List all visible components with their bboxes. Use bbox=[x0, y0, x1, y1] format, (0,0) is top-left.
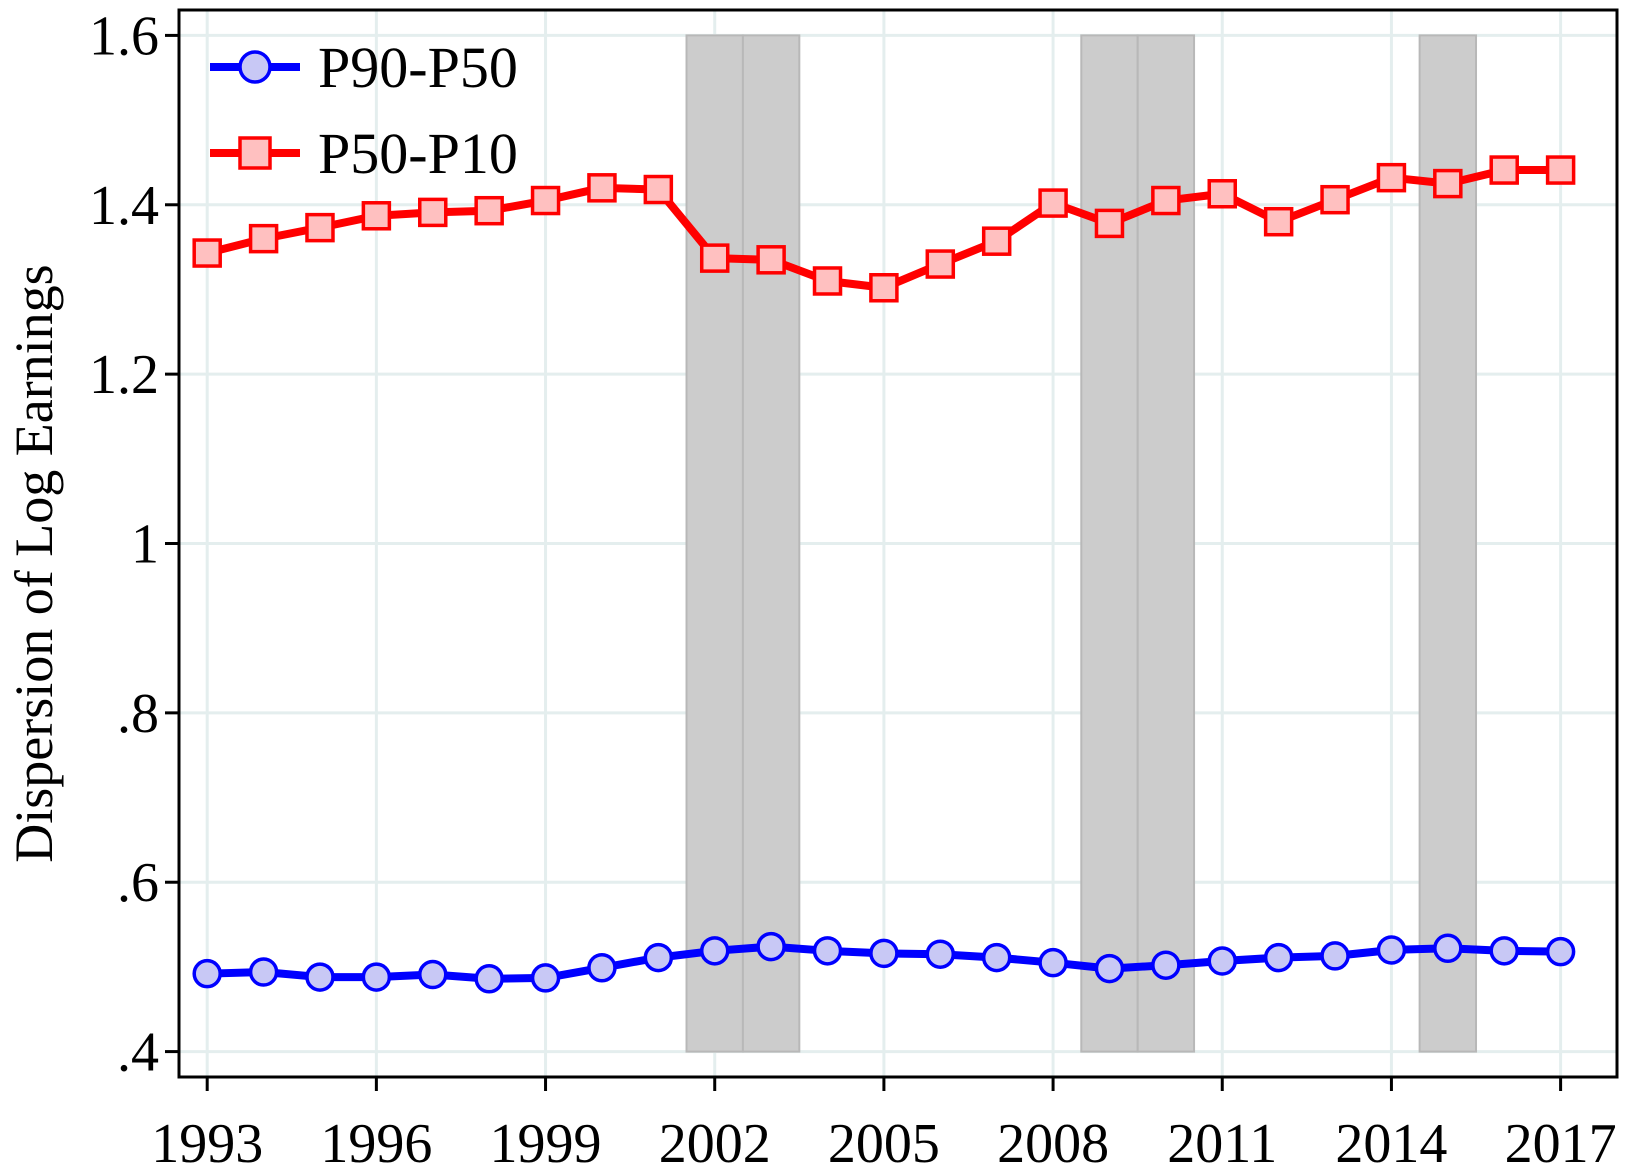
data-point bbox=[248, 957, 279, 987]
shaded-region-2 bbox=[741, 34, 801, 1053]
data-point bbox=[1320, 184, 1350, 215]
y-tick-label: 1 bbox=[131, 514, 159, 576]
data-point bbox=[981, 226, 1012, 256]
data-point bbox=[1320, 941, 1350, 971]
data-point bbox=[1263, 942, 1294, 973]
x-tick-label: 2008 bbox=[997, 1113, 1109, 1165]
data-point bbox=[1207, 946, 1238, 976]
data-point bbox=[587, 953, 617, 983]
tick-labels: .4 .6 .8 1 1.2 1.4 1.6 1993 1996 1999 2002 2005 2008… bbox=[89, 5, 1617, 1165]
data-point bbox=[1433, 168, 1463, 199]
data-point bbox=[192, 958, 222, 989]
shaded-region-3 bbox=[1080, 34, 1139, 1053]
data-point bbox=[248, 223, 279, 254]
data-point bbox=[1489, 936, 1519, 966]
legend-label: P50-P10 bbox=[318, 121, 518, 186]
data-point bbox=[361, 962, 392, 992]
data-point bbox=[812, 936, 843, 966]
y-tick-label: .6 bbox=[117, 852, 159, 914]
data-point bbox=[699, 243, 730, 273]
data-point bbox=[1151, 185, 1181, 216]
grid bbox=[179, 10, 1617, 1077]
data-point bbox=[587, 173, 617, 203]
legend-label: P90-P50 bbox=[318, 35, 518, 100]
data-point bbox=[1489, 155, 1519, 185]
data-point bbox=[1207, 179, 1238, 209]
x-tick-label: 2002 bbox=[659, 1113, 771, 1165]
y-tick-label: 1.4 bbox=[89, 175, 159, 237]
data-point bbox=[699, 936, 730, 966]
data-point bbox=[1545, 155, 1576, 185]
legend-item-p50-p10: P50-P10 bbox=[210, 121, 518, 186]
data-point bbox=[1151, 950, 1181, 980]
data-point bbox=[869, 938, 899, 969]
x-tick-label: 2005 bbox=[828, 1113, 940, 1165]
shaded-region-1 bbox=[685, 34, 744, 1053]
data-point bbox=[305, 212, 335, 243]
data-point bbox=[981, 942, 1012, 973]
data-point bbox=[1263, 206, 1294, 237]
data-point bbox=[756, 931, 786, 962]
data-point bbox=[1545, 936, 1576, 967]
data-point bbox=[1094, 208, 1125, 239]
data-point bbox=[643, 174, 674, 205]
y-tick-label: .4 bbox=[117, 1022, 159, 1084]
data-point bbox=[530, 185, 561, 216]
y-tick-label: 1.2 bbox=[89, 344, 159, 406]
data-point bbox=[530, 963, 561, 993]
series-p50-p10 bbox=[192, 155, 1576, 303]
data-point bbox=[812, 266, 843, 296]
legend: P90-P50 P50-P10 bbox=[210, 35, 518, 186]
data-point bbox=[305, 962, 335, 992]
data-point bbox=[1038, 947, 1068, 978]
data-point bbox=[1376, 935, 1407, 965]
legend-marker bbox=[238, 136, 272, 170]
data-point bbox=[925, 249, 956, 279]
x-tick-label: 2017 bbox=[1505, 1113, 1617, 1165]
x-tick-label: 1993 bbox=[151, 1113, 263, 1165]
series-p90-p50 bbox=[192, 931, 1576, 994]
data-point bbox=[925, 939, 956, 969]
x-tick-label: 1996 bbox=[320, 1113, 432, 1165]
data-point bbox=[418, 197, 448, 228]
data-point bbox=[474, 195, 504, 226]
legend-marker bbox=[238, 50, 272, 84]
data-point bbox=[643, 942, 674, 973]
y-tick-label: 1.6 bbox=[89, 5, 159, 67]
data-point bbox=[1376, 162, 1407, 193]
data-point bbox=[361, 201, 392, 231]
y-axis-label: Dispersion of Log Earnings bbox=[4, 264, 64, 862]
x-tick-label: 2011 bbox=[1167, 1113, 1277, 1165]
x-tick-label: 2014 bbox=[1335, 1113, 1447, 1165]
data-point bbox=[474, 964, 504, 994]
series-layer bbox=[192, 155, 1576, 994]
data-point bbox=[418, 959, 448, 990]
x-tick-label: 1999 bbox=[490, 1113, 602, 1165]
shaded-region-5 bbox=[1418, 34, 1478, 1053]
data-point bbox=[192, 238, 222, 268]
data-point bbox=[869, 273, 899, 303]
legend-item-p90-p50: P90-P50 bbox=[210, 35, 518, 100]
y-tick-label: .8 bbox=[117, 683, 159, 745]
data-point bbox=[1094, 953, 1125, 984]
data-point bbox=[1038, 188, 1068, 218]
data-point bbox=[756, 245, 786, 275]
axes bbox=[165, 8, 1619, 1091]
data-point bbox=[1433, 933, 1463, 964]
